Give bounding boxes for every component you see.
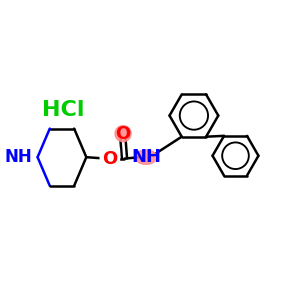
Ellipse shape (135, 150, 157, 164)
Text: O: O (102, 150, 118, 168)
Text: HCl: HCl (42, 100, 85, 120)
Text: NH: NH (131, 148, 161, 166)
Circle shape (115, 126, 131, 142)
Text: NH: NH (5, 148, 32, 166)
Text: O: O (116, 124, 131, 142)
